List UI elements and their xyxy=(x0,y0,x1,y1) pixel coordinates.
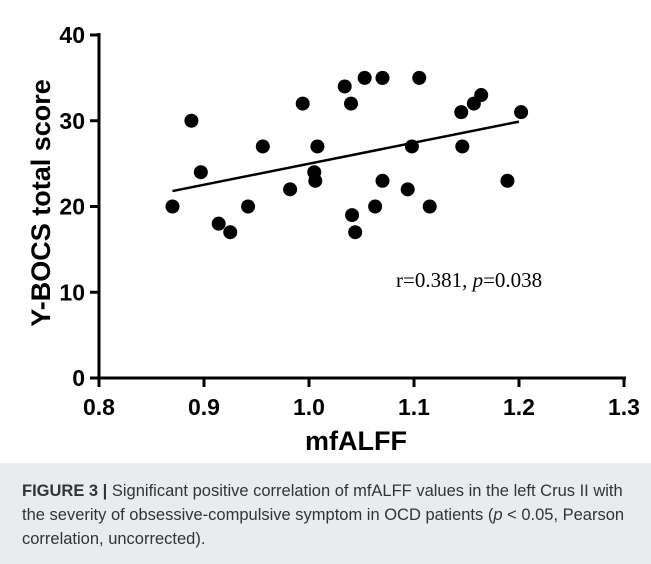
correlation-annotation: r=0.381, p=0.038 xyxy=(396,268,542,292)
data-point xyxy=(375,173,390,188)
x-tick-label: 1.1 xyxy=(398,394,430,420)
data-point xyxy=(375,70,390,85)
data-point xyxy=(283,182,298,197)
caption-text: Significant positive correlation of mfAL… xyxy=(22,482,623,524)
caption-p-symbol: p xyxy=(493,506,503,524)
data-point xyxy=(241,199,256,214)
y-tick-label: 20 xyxy=(59,194,85,220)
data-point xyxy=(474,88,489,103)
figure-caption: FIGURE 3 | Significant positive correlat… xyxy=(0,463,651,564)
x-tick-label: 1.2 xyxy=(503,394,535,420)
y-tick-label: 0 xyxy=(72,365,85,391)
data-point xyxy=(308,173,323,188)
annotation-r: r=0.381, xyxy=(396,268,473,292)
y-tick-label: 40 xyxy=(59,22,85,48)
data-point xyxy=(295,96,310,111)
annotation-p-value: =0.038 xyxy=(483,268,542,292)
data-points xyxy=(165,70,529,240)
regression-line xyxy=(172,120,520,193)
data-point xyxy=(400,182,415,197)
x-tick-label: 0.9 xyxy=(188,394,220,420)
y-tick-label: 10 xyxy=(59,279,85,305)
axes: 0.8 0.9 1.0 1.1 1.2 1.3 0 10 20 30 40 xyxy=(59,22,640,420)
y-axis-label: Y-BOCS total score xyxy=(26,79,56,327)
data-point xyxy=(337,79,352,94)
data-point xyxy=(165,199,180,214)
data-point xyxy=(412,70,427,85)
data-point xyxy=(184,113,199,128)
data-point xyxy=(368,199,383,214)
data-point xyxy=(344,96,358,111)
data-point xyxy=(454,105,469,120)
data-point xyxy=(345,208,360,223)
data-point xyxy=(348,225,363,240)
data-point xyxy=(500,173,515,188)
annotation-p-symbol: p xyxy=(471,268,484,292)
data-point xyxy=(211,216,226,231)
data-point xyxy=(422,199,437,214)
scatter-plot: 0.8 0.9 1.0 1.1 1.2 1.3 0 10 20 30 40 Y-BOCS total… xyxy=(26,22,640,456)
data-point xyxy=(357,70,372,85)
y-tick-label: 30 xyxy=(59,108,85,134)
data-point xyxy=(255,139,270,154)
x-tick-label: 1.3 xyxy=(608,394,640,420)
data-point xyxy=(310,139,325,154)
caption-text-end: < 0.05, Pearson correlation, uncorrected… xyxy=(22,506,625,548)
data-point xyxy=(455,139,470,154)
caption-label: FIGURE 3 | xyxy=(22,482,108,500)
x-tick-label: 0.8 xyxy=(83,394,115,420)
data-point xyxy=(193,165,208,180)
data-point xyxy=(514,105,529,120)
data-point xyxy=(223,225,238,240)
x-axis-label: mfALFF xyxy=(305,426,407,456)
x-tick-label: 1.0 xyxy=(293,394,325,420)
